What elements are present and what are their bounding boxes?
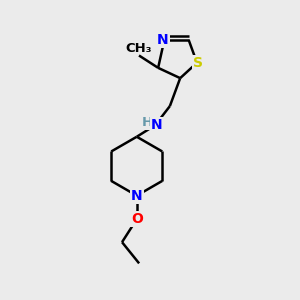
Text: N: N: [157, 33, 169, 47]
Text: N: N: [151, 118, 162, 132]
Text: CH₃: CH₃: [126, 42, 152, 55]
Text: N: N: [131, 189, 142, 202]
Text: O: O: [131, 212, 143, 226]
Text: H: H: [141, 116, 152, 129]
Text: S: S: [194, 56, 203, 70]
